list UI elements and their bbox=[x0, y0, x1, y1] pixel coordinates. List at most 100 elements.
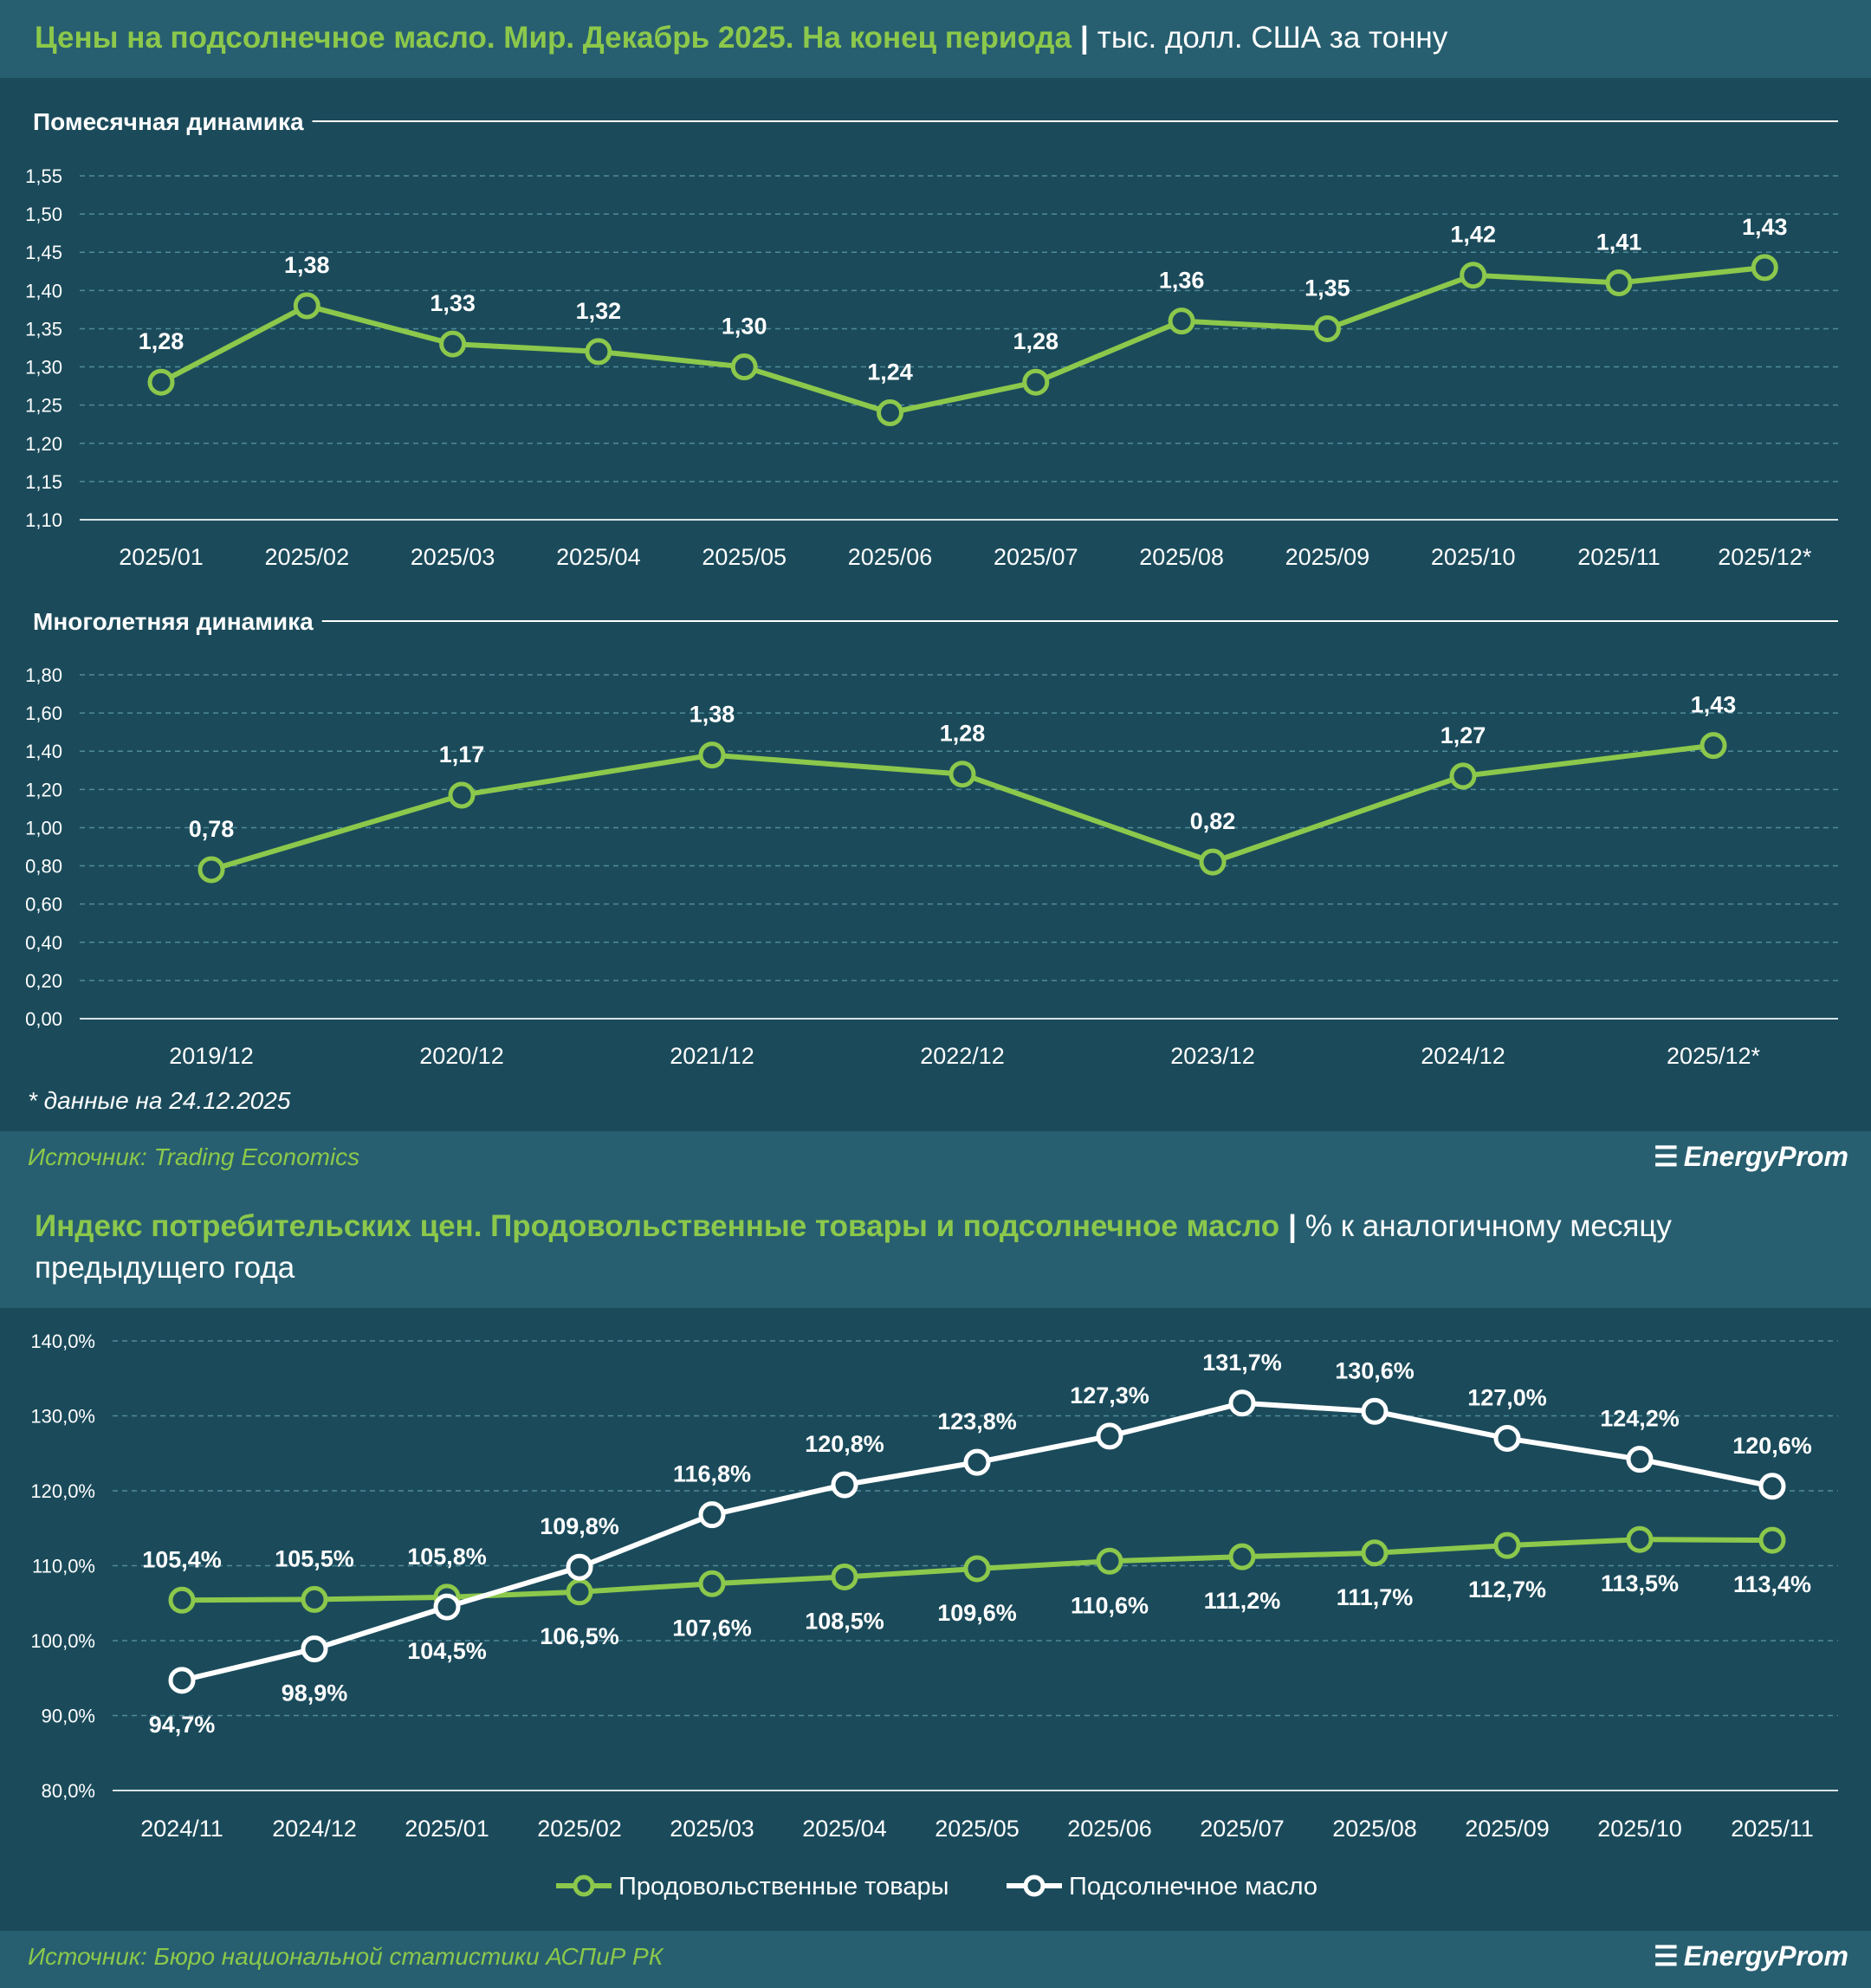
x-tick-label: 2024/11 bbox=[140, 1816, 223, 1842]
footnote: * данные на 24.12.2025 bbox=[28, 1087, 291, 1114]
data-point bbox=[1493, 1424, 1521, 1452]
x-tick-label: 2022/12 bbox=[920, 1043, 1005, 1069]
data-point bbox=[831, 1563, 858, 1590]
y-tick-label: 0,60 bbox=[25, 894, 62, 916]
data-label: 1,30 bbox=[722, 314, 767, 340]
y-tick-label: 1,10 bbox=[25, 509, 62, 531]
cpi-source-bar: Источник: Бюро национальной статистики А… bbox=[0, 1931, 1871, 1988]
data-point bbox=[197, 856, 225, 884]
data-point bbox=[301, 1585, 328, 1613]
data-label: 106,5% bbox=[540, 1623, 619, 1649]
x-tick-label: 2025/10 bbox=[1597, 1816, 1682, 1842]
price-title-unit: тыс. долл. США за тонну bbox=[1097, 21, 1448, 55]
price-title-bar: Цены на подсолнечное масло. Мир. Декабрь… bbox=[0, 0, 1871, 78]
data-point bbox=[168, 1586, 196, 1614]
y-tick-label: 120,0% bbox=[30, 1480, 95, 1502]
x-tick-label: 2025/01 bbox=[119, 544, 204, 570]
y-tick-label: 0,00 bbox=[25, 1008, 62, 1030]
y-tick-label: 1,55 bbox=[25, 165, 62, 187]
data-point bbox=[168, 1667, 196, 1694]
y-tick-label: 1,25 bbox=[25, 395, 62, 417]
y-tick-label: 1,40 bbox=[25, 280, 62, 301]
data-point bbox=[1199, 848, 1227, 876]
x-tick-label: 2025/07 bbox=[1200, 1816, 1285, 1842]
data-label: 1,36 bbox=[1159, 268, 1205, 294]
data-point bbox=[1022, 368, 1050, 396]
y-tick-label: 1,40 bbox=[25, 741, 62, 762]
y-tick-label: 140,0% bbox=[30, 1331, 95, 1352]
y-tick-label: 130,0% bbox=[30, 1406, 95, 1428]
data-label: 0,78 bbox=[189, 816, 235, 842]
data-label: 109,8% bbox=[540, 1513, 619, 1539]
data-point bbox=[301, 1635, 328, 1663]
data-label: 105,4% bbox=[142, 1546, 222, 1572]
x-tick-label: 2023/12 bbox=[1170, 1043, 1255, 1069]
energyprom-logo-icon: ☰ bbox=[1654, 1141, 1679, 1172]
y-tick-label: 0,40 bbox=[25, 932, 62, 954]
data-label: 108,5% bbox=[805, 1608, 884, 1634]
x-tick-label: 2025/05 bbox=[702, 544, 787, 570]
data-label: 1,28 bbox=[139, 328, 185, 354]
data-point bbox=[585, 338, 612, 366]
data-point bbox=[1626, 1446, 1654, 1473]
section-title: Помесячная динамика bbox=[33, 108, 304, 135]
x-tick-label: 2025/08 bbox=[1332, 1816, 1417, 1842]
legend-label: Продовольственные товары bbox=[618, 1873, 948, 1901]
x-tick-label: 2025/11 bbox=[1577, 544, 1661, 570]
data-label: 105,5% bbox=[275, 1545, 354, 1571]
x-tick-label: 2025/08 bbox=[1139, 544, 1224, 570]
data-label: 1,32 bbox=[576, 298, 622, 324]
data-point bbox=[147, 368, 175, 396]
data-label: 123,8% bbox=[937, 1408, 1017, 1434]
x-tick-label: 2025/07 bbox=[994, 544, 1078, 570]
brand-name: EnergyProm bbox=[1683, 1940, 1848, 1972]
cpi-title-unit: % к аналогичному месяцу предыдущего года bbox=[35, 1209, 1672, 1285]
cpi-title-main: Индекс потребительских цен. Продовольств… bbox=[35, 1209, 1280, 1243]
data-label: 113,5% bbox=[1601, 1570, 1679, 1596]
title-separator: | bbox=[1080, 21, 1089, 55]
data-point bbox=[1493, 1531, 1521, 1559]
data-point bbox=[963, 1555, 991, 1583]
cpi-panel-title: Индекс потребительских цен. Продовольств… bbox=[35, 1206, 1854, 1289]
data-point bbox=[1228, 1543, 1256, 1570]
data-label: 94,7% bbox=[149, 1712, 216, 1738]
data-label: 1,28 bbox=[1013, 328, 1059, 354]
data-label: 111,2% bbox=[1204, 1588, 1281, 1614]
cpi-source: Источник: Бюро национальной статистики А… bbox=[28, 1943, 664, 1970]
data-label: 1,35 bbox=[1305, 275, 1350, 301]
x-tick-label: 2025/12* bbox=[1718, 544, 1812, 570]
legend-label: Подсолнечное масло bbox=[1069, 1873, 1317, 1901]
multiyear-price-chart: Многолетняя динамика 0,00 0,20 0,40 0,60 0,80… bbox=[25, 608, 1838, 1069]
data-point bbox=[1699, 732, 1727, 760]
data-label: 127,0% bbox=[1467, 1384, 1547, 1410]
series-line bbox=[159, 264, 1765, 416]
data-point bbox=[1361, 1397, 1389, 1425]
data-point bbox=[1758, 1473, 1786, 1500]
data-label: 98,9% bbox=[282, 1680, 348, 1706]
data-label: 1,17 bbox=[439, 741, 485, 767]
data-label: 1,42 bbox=[1450, 222, 1496, 248]
y-tick-label: 110,0% bbox=[32, 1556, 95, 1577]
data-point bbox=[877, 398, 903, 426]
data-point bbox=[1605, 269, 1633, 297]
data-label: 1,24 bbox=[867, 359, 913, 385]
data-point bbox=[698, 1570, 726, 1597]
x-tick-label: 2025/02 bbox=[537, 1816, 622, 1842]
data-point bbox=[1096, 1547, 1123, 1575]
data-point bbox=[1168, 308, 1195, 335]
x-tick-label: 2024/12 bbox=[272, 1816, 357, 1842]
data-label: 130,6% bbox=[1335, 1357, 1415, 1383]
data-point bbox=[730, 353, 758, 381]
y-tick-label: 1,30 bbox=[25, 357, 62, 379]
data-point bbox=[831, 1471, 858, 1499]
y-tick-label: 1,45 bbox=[25, 242, 62, 263]
y-tick-label: 0,20 bbox=[25, 970, 62, 992]
data-point bbox=[1449, 762, 1477, 790]
monthly-price-chart: Помесячная динамика 1,10 1,15 1,20 1,25 1,30 1… bbox=[25, 108, 1838, 570]
y-tick-label: 1,15 bbox=[25, 471, 62, 493]
data-label: 1,28 bbox=[940, 721, 986, 747]
x-tick-label: 2024/12 bbox=[1421, 1043, 1505, 1069]
data-label: 110,6% bbox=[1071, 1592, 1149, 1618]
data-label: 131,7% bbox=[1202, 1350, 1282, 1376]
